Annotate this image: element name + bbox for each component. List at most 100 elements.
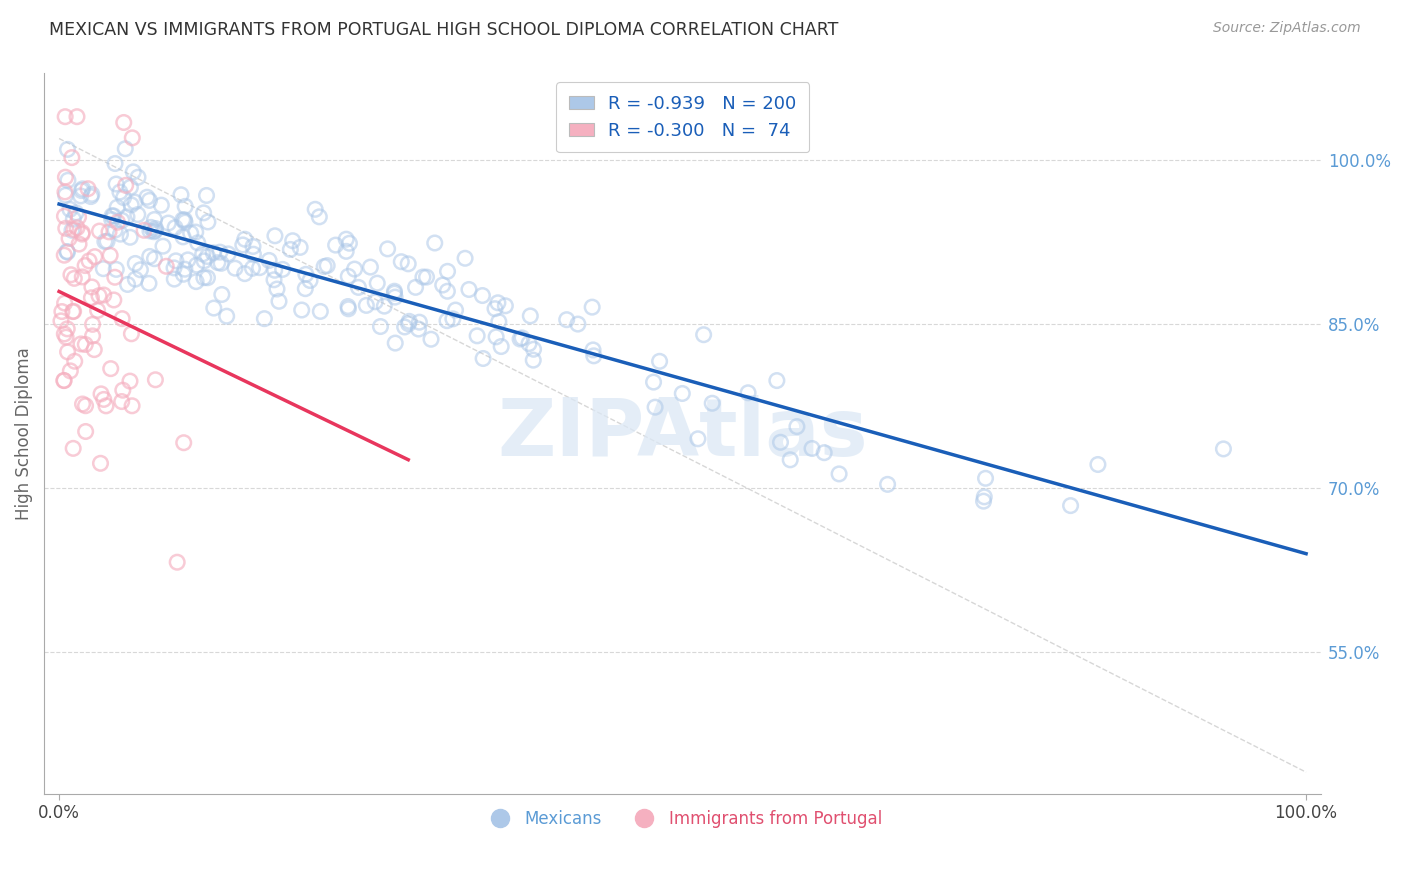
Point bbox=[56, 245, 79, 260]
Point bbox=[233, 232, 256, 246]
Point bbox=[211, 287, 233, 301]
Point bbox=[89, 224, 111, 238]
Point bbox=[325, 238, 347, 252]
Point bbox=[436, 314, 458, 328]
Point bbox=[55, 170, 77, 185]
Point bbox=[339, 236, 361, 251]
Point bbox=[112, 191, 135, 205]
Point bbox=[173, 212, 195, 227]
Point bbox=[389, 254, 412, 268]
Point bbox=[384, 286, 406, 301]
Point bbox=[53, 110, 76, 124]
Point bbox=[288, 240, 311, 254]
Point bbox=[184, 225, 207, 239]
Point bbox=[121, 131, 143, 145]
Text: ZIPAtlas: ZIPAtlas bbox=[498, 394, 868, 473]
Point bbox=[59, 268, 82, 282]
Point bbox=[423, 235, 446, 250]
Point bbox=[70, 337, 93, 351]
Point bbox=[335, 232, 357, 246]
Point bbox=[63, 271, 86, 285]
Point bbox=[207, 255, 229, 269]
Point bbox=[55, 188, 77, 202]
Point bbox=[80, 291, 103, 305]
Point bbox=[441, 311, 464, 326]
Point bbox=[165, 253, 187, 268]
Point bbox=[94, 235, 117, 249]
Point bbox=[143, 224, 166, 238]
Point bbox=[145, 373, 167, 387]
Point bbox=[63, 354, 86, 368]
Text: MEXICAN VS IMMIGRANTS FROM PORTUGAL HIGH SCHOOL DIPLOMA CORRELATION CHART: MEXICAN VS IMMIGRANTS FROM PORTUGAL HIGH… bbox=[49, 21, 838, 39]
Point bbox=[72, 182, 94, 196]
Point bbox=[522, 343, 544, 357]
Point bbox=[174, 262, 197, 277]
Point bbox=[75, 259, 97, 273]
Point bbox=[737, 385, 759, 400]
Point bbox=[1212, 442, 1234, 456]
Point bbox=[62, 304, 84, 318]
Point bbox=[266, 282, 288, 296]
Point bbox=[105, 262, 128, 277]
Point bbox=[82, 318, 104, 332]
Point bbox=[111, 213, 134, 227]
Point bbox=[114, 178, 136, 193]
Point bbox=[53, 248, 76, 262]
Point bbox=[143, 212, 166, 227]
Point bbox=[52, 374, 75, 388]
Point bbox=[49, 314, 72, 328]
Point bbox=[70, 184, 93, 198]
Point bbox=[120, 230, 142, 244]
Point bbox=[110, 227, 132, 242]
Y-axis label: High School Diploma: High School Diploma bbox=[15, 347, 32, 520]
Point bbox=[973, 494, 995, 508]
Point bbox=[104, 270, 127, 285]
Point bbox=[165, 220, 187, 235]
Point bbox=[253, 311, 276, 326]
Point bbox=[582, 343, 605, 357]
Point bbox=[111, 311, 134, 326]
Point bbox=[163, 272, 186, 286]
Point bbox=[454, 252, 477, 266]
Point bbox=[184, 275, 207, 289]
Point bbox=[117, 277, 139, 292]
Point bbox=[398, 317, 420, 331]
Point bbox=[263, 273, 285, 287]
Point bbox=[75, 425, 97, 439]
Point bbox=[60, 151, 83, 165]
Point bbox=[394, 320, 416, 334]
Point bbox=[172, 212, 194, 227]
Point bbox=[813, 445, 835, 459]
Point bbox=[62, 212, 84, 227]
Point bbox=[163, 260, 186, 275]
Point bbox=[51, 304, 73, 318]
Point bbox=[398, 314, 420, 328]
Point bbox=[191, 247, 214, 261]
Point bbox=[643, 375, 665, 389]
Point bbox=[486, 295, 509, 310]
Point bbox=[280, 243, 302, 257]
Point bbox=[876, 477, 898, 491]
Point bbox=[1059, 499, 1081, 513]
Point bbox=[177, 252, 200, 267]
Point bbox=[173, 435, 195, 450]
Point bbox=[436, 264, 458, 278]
Point bbox=[249, 260, 271, 275]
Point bbox=[217, 247, 239, 261]
Point bbox=[202, 301, 225, 315]
Point bbox=[314, 260, 336, 274]
Point bbox=[56, 142, 79, 156]
Point bbox=[801, 442, 824, 456]
Point bbox=[298, 273, 321, 287]
Point bbox=[485, 330, 508, 344]
Point bbox=[139, 220, 162, 235]
Point bbox=[489, 339, 512, 353]
Point bbox=[127, 208, 149, 222]
Point bbox=[309, 304, 332, 318]
Point bbox=[56, 322, 79, 336]
Point bbox=[104, 223, 127, 237]
Point bbox=[366, 276, 388, 290]
Point bbox=[66, 110, 89, 124]
Point bbox=[69, 189, 91, 203]
Point bbox=[120, 326, 142, 341]
